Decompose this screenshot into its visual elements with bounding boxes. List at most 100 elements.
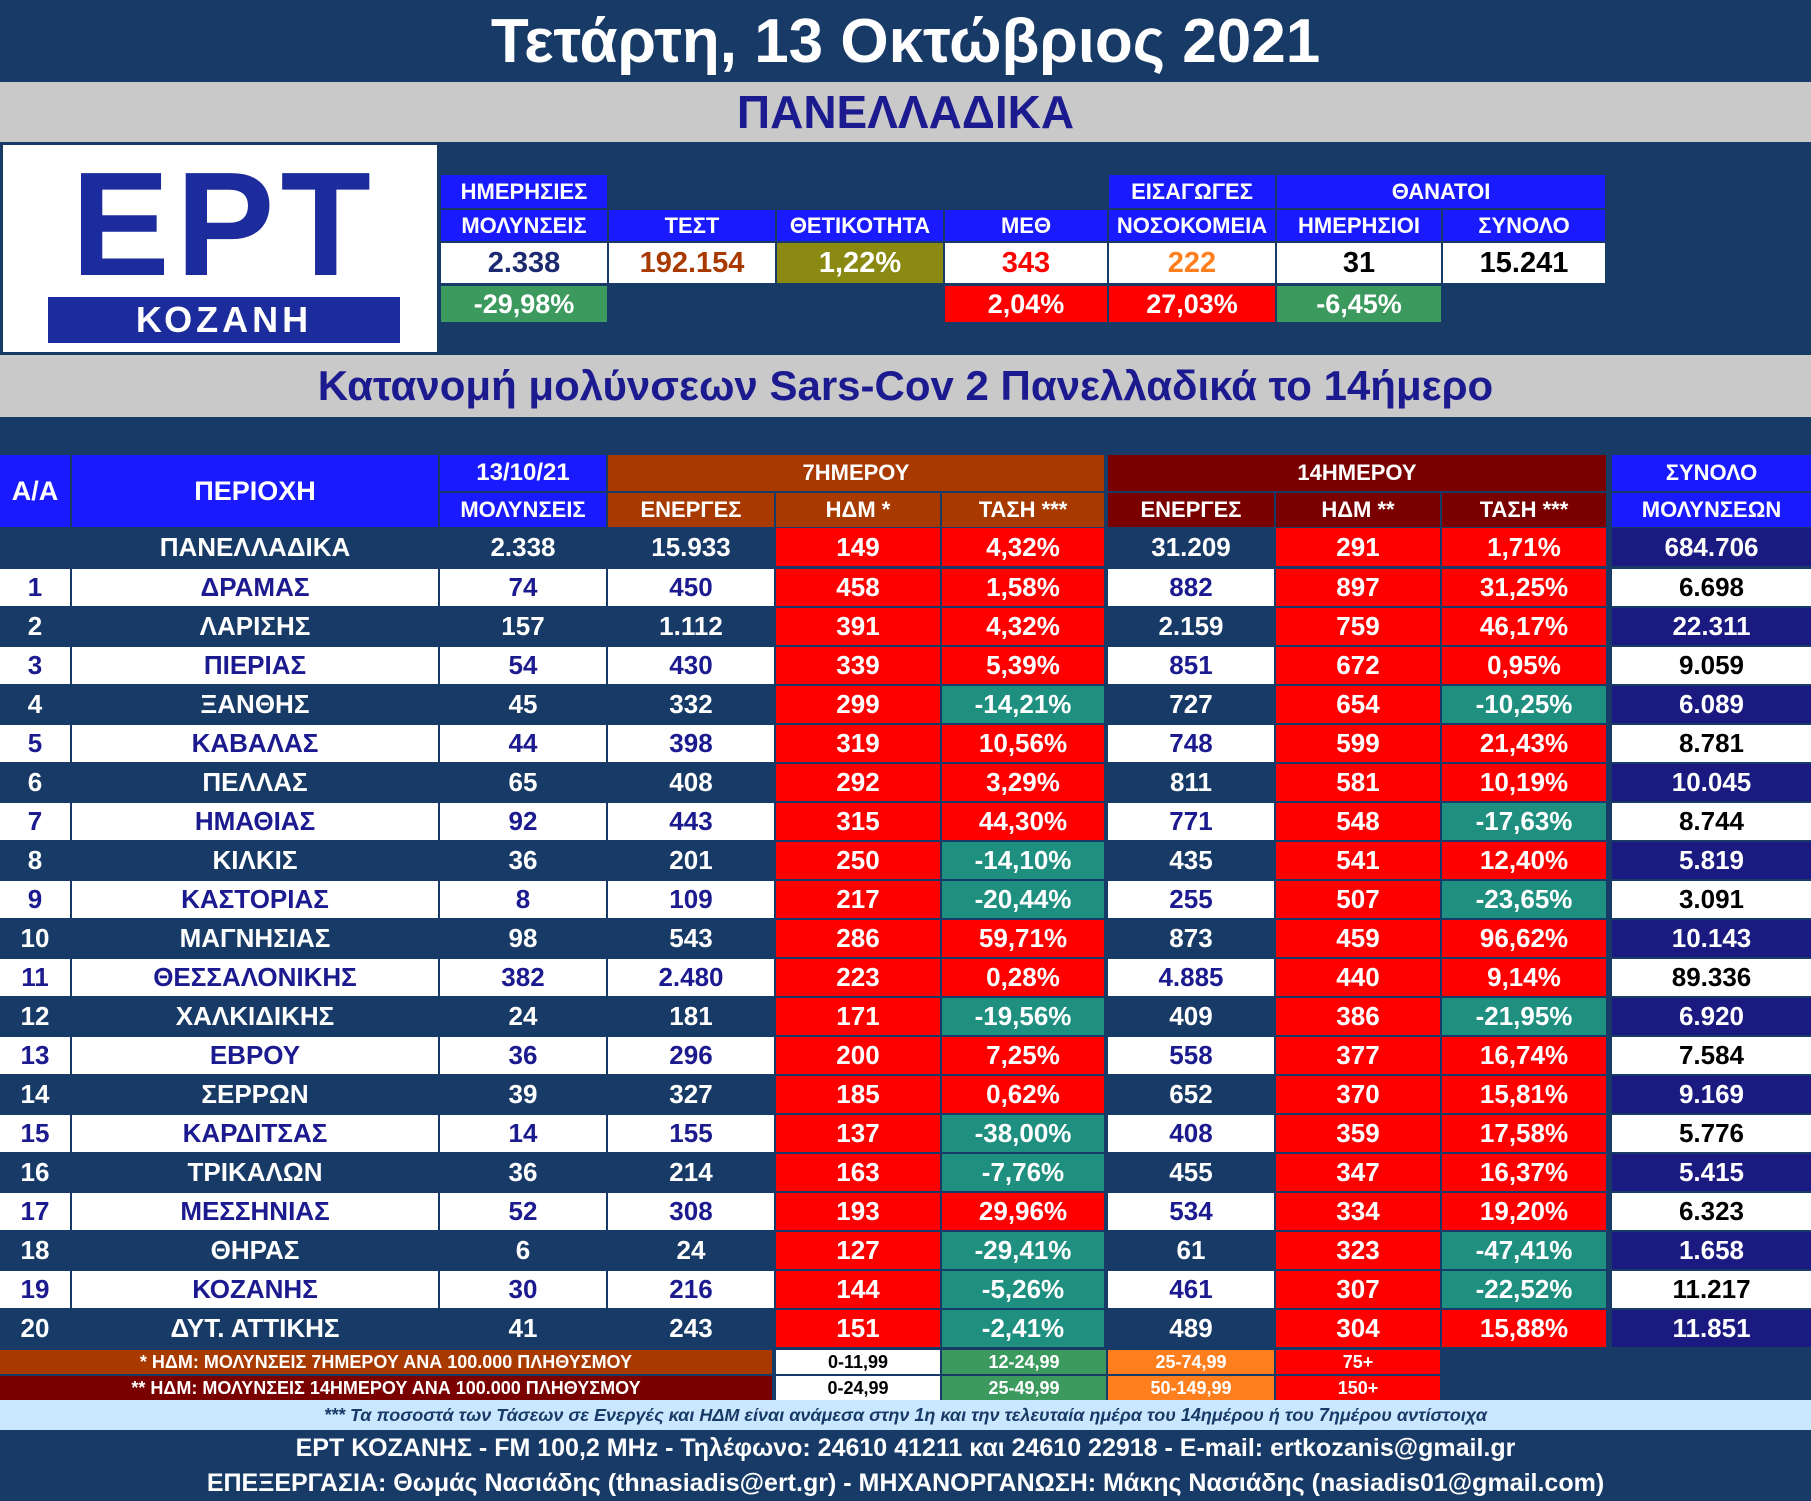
row-today: 14 xyxy=(440,1115,606,1152)
row-total: 6.698 xyxy=(1612,569,1811,606)
daily-infections-label-1: ΗΜΕΡΗΣΙΕΣ xyxy=(441,175,607,208)
row-region-name: ΕΒΡΟΥ xyxy=(72,1037,438,1074)
table-row: 5 ΚΑΒΑΛΑΣ 44 398 319 10,56% 748 599 21,43% 8.781 xyxy=(0,725,1811,762)
row-trend-14: -17,63% xyxy=(1442,803,1606,840)
table-row: 19 ΚΟΖΑΝΗΣ 30 216 144 -5,26% 461 307 -22,52% 11.2… xyxy=(0,1271,1811,1308)
row-hdm-14: 672 xyxy=(1276,647,1440,684)
row-active-14: 408 xyxy=(1108,1115,1274,1152)
footer-credits: ΕΠΕΞΕΡΓΑΣΙΑ: Θωμάς Νασιάδης (thnasiadis@… xyxy=(206,1469,1605,1497)
row-total: 6.920 xyxy=(1612,998,1811,1035)
row-trend-7: -2,41% xyxy=(942,1310,1104,1347)
row-trend-14: 16,37% xyxy=(1442,1154,1606,1191)
icu-change: 2,04% xyxy=(945,286,1107,322)
admissions-label-1: ΕΙΣΑΓΩΓΕΣ xyxy=(1109,175,1275,208)
row-trend-7: -14,21% xyxy=(942,686,1104,723)
row-number: 2 xyxy=(0,608,70,645)
row-today: 382 xyxy=(440,959,606,996)
tests-label: ΤΕΣΤ xyxy=(609,210,775,241)
row-number: 14 xyxy=(0,1076,70,1113)
row-hdm-14: 377 xyxy=(1276,1037,1440,1074)
row-hdm-14: 359 xyxy=(1276,1115,1440,1152)
deaths-label: ΘΑΝΑΤΟΙ xyxy=(1277,175,1605,208)
row-total: 5.819 xyxy=(1612,842,1811,879)
row-trend-14: -22,52% xyxy=(1442,1271,1606,1308)
col-group-14day: 14ΗΜΕΡΟΥ xyxy=(1108,455,1606,491)
table-row: 12 ΧΑΛΚΙΔΙΚΗΣ 24 181 171 -19,56% 409 386 -21,95%… xyxy=(0,998,1811,1035)
row-trend-7: -7,76% xyxy=(942,1154,1104,1191)
row-region-name: ΘΕΣΣΑΛΟΝΙΚΗΣ xyxy=(72,959,438,996)
row-trend-7: 0,62% xyxy=(942,1076,1104,1113)
row-hdm-14: 347 xyxy=(1276,1154,1440,1191)
row-trend-14: 9,14% xyxy=(1442,959,1606,996)
col-header-hdm-7: ΗΔΜ * xyxy=(776,493,940,527)
row-active-7: 109 xyxy=(608,881,774,918)
legend-r7-high: 25-74,99 xyxy=(1108,1350,1274,1374)
row-number: 18 xyxy=(0,1232,70,1269)
row-trend-7: 44,30% xyxy=(942,803,1104,840)
row-trend-14: 0,95% xyxy=(1442,647,1606,684)
row-trend-14: 96,62% xyxy=(1442,920,1606,957)
legend-r14-low: 0-24,99 xyxy=(776,1376,940,1400)
logo-sub-text: ΚΟΖΑΝΗ xyxy=(48,297,400,343)
table-row: 14 ΣΕΡΡΩΝ 39 327 185 0,62% 652 370 15,81% 9.169 xyxy=(0,1076,1811,1113)
row-trend-14: 15,81% xyxy=(1442,1076,1606,1113)
table-row: 20 ΔΥΤ. ΑΤΤΙΚΗΣ 41 243 151 -2,41% 489 304 15,88%… xyxy=(0,1310,1811,1347)
legend-r7-low: 0-11,99 xyxy=(776,1350,940,1374)
row-total: 9.059 xyxy=(1612,647,1811,684)
row-total: 7.584 xyxy=(1612,1037,1811,1074)
row-hdm-7: 339 xyxy=(776,647,940,684)
row-hdm-7: 144 xyxy=(776,1271,940,1308)
deaths-daily-label: ΗΜΕΡΗΣΙΟΙ xyxy=(1277,210,1441,241)
row-total: 1.658 xyxy=(1612,1232,1811,1269)
legend-r14-mid: 25-49,99 xyxy=(942,1376,1106,1400)
row-trend-7: -19,56% xyxy=(942,998,1104,1035)
row-total: 6.089 xyxy=(1612,686,1811,723)
row-number: 15 xyxy=(0,1115,70,1152)
row-active-7: 24 xyxy=(608,1232,774,1269)
row-active-14: 873 xyxy=(1108,920,1274,957)
row-today: 54 xyxy=(440,647,606,684)
national-active-14: 31.209 xyxy=(1151,531,1231,562)
admissions-value: 222 xyxy=(1109,243,1275,283)
legend-hdm14-note: ** ΗΔΜ: ΜΟΛΥΝΣΕΙΣ 14ΗΜΕΡΟΥ ΑΝΑ 100.000 Π… xyxy=(0,1376,772,1400)
row-trend-7: 7,25% xyxy=(942,1037,1104,1074)
row-hdm-7: 185 xyxy=(776,1076,940,1113)
row-active-7: 408 xyxy=(608,764,774,801)
row-today: 8 xyxy=(440,881,606,918)
row-hdm-7: 391 xyxy=(776,608,940,645)
row-active-14: 748 xyxy=(1108,725,1274,762)
row-trend-14: -23,65% xyxy=(1442,881,1606,918)
daily-infections-value: 2.338 xyxy=(441,243,607,283)
row-today: 41 xyxy=(440,1310,606,1347)
row-active-14: 558 xyxy=(1108,1037,1274,1074)
row-trend-7: 29,96% xyxy=(942,1193,1104,1230)
row-region-name: ΚΑΡΔΙΤΣΑΣ xyxy=(72,1115,438,1152)
row-number: 20 xyxy=(0,1310,70,1347)
row-active-14: 435 xyxy=(1108,842,1274,879)
row-active-7: 216 xyxy=(608,1271,774,1308)
row-number: 7 xyxy=(0,803,70,840)
row-active-14: 4.885 xyxy=(1108,959,1274,996)
row-active-7: 243 xyxy=(608,1310,774,1347)
row-hdm-7: 319 xyxy=(776,725,940,762)
row-today: 45 xyxy=(440,686,606,723)
row-region-name: ΠΕΛΛΑΣ xyxy=(72,764,438,801)
daily-infections-label-2: ΜΟΛΥΝΣΕΙΣ xyxy=(441,210,607,241)
row-hdm-14: 459 xyxy=(1276,920,1440,957)
row-trend-7: 3,29% xyxy=(942,764,1104,801)
row-region-name: ΔΥΤ. ΑΤΤΙΚΗΣ xyxy=(72,1310,438,1347)
col-header-region: ΠΕΡΙΟΧΗ xyxy=(72,455,438,527)
table-row: 4 ΞΑΝΘΗΣ 45 332 299 -14,21% 727 654 -10,25% 6.089 xyxy=(0,686,1811,723)
row-hdm-7: 163 xyxy=(776,1154,940,1191)
row-total: 9.169 xyxy=(1612,1076,1811,1113)
row-trend-7: 4,32% xyxy=(942,608,1104,645)
row-number: 5 xyxy=(0,725,70,762)
row-number: 8 xyxy=(0,842,70,879)
row-region-name: ΞΑΝΘΗΣ xyxy=(72,686,438,723)
row-active-14: 652 xyxy=(1108,1076,1274,1113)
col-header-hdm-14: ΗΔΜ ** xyxy=(1276,493,1440,527)
region-title: ΠΑΝΕΛΛΑΔΙΚΑ xyxy=(0,82,1811,142)
row-number: 11 xyxy=(0,959,70,996)
row-active-14: 771 xyxy=(1108,803,1274,840)
legend-r14-top: 150+ xyxy=(1276,1376,1440,1400)
